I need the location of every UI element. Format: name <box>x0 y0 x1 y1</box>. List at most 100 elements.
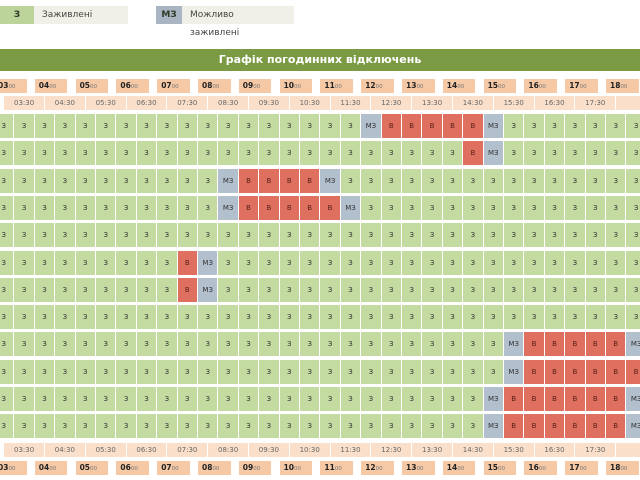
hour-tick: 1500 <box>483 79 517 93</box>
hour-tick: 0700 <box>157 461 190 475</box>
half-hour-tick: 14:30 <box>453 443 493 457</box>
schedule-cell-on: З <box>0 250 14 275</box>
hour-tick-label: 15 <box>487 81 499 90</box>
schedule-cell-on: З <box>361 387 381 411</box>
schedule-cell-on: З <box>259 114 279 138</box>
schedule-cell-on: З <box>96 195 116 220</box>
schedule-cell-on: З <box>565 114 585 138</box>
half-hour-tick: 16:30 <box>534 443 575 457</box>
schedule-cell-maybe: МЗ <box>483 387 503 411</box>
hour-tick-label: 09 <box>242 81 254 90</box>
schedule-cell-on: З <box>524 114 544 138</box>
legend-item-on: З Заживлені <box>0 6 128 24</box>
schedule-cell-on: З <box>544 168 565 193</box>
half-hour-tick: 04:30 <box>45 443 85 457</box>
schedule-cell-on: З <box>157 250 177 275</box>
hour-tick-minutes: 00 <box>457 84 465 90</box>
hour-tick: 0600 <box>116 461 150 475</box>
schedule-cell-maybe: МЗ <box>198 250 218 275</box>
hour-tick: 1200 <box>361 461 394 475</box>
hour-tick: 0300 <box>0 79 27 93</box>
schedule-cell-on: З <box>585 223 605 248</box>
half-hour-tick: 17:30 <box>575 443 616 457</box>
schedule-cell-on: З <box>259 277 279 302</box>
hour-tick-minutes: 00 <box>294 84 302 90</box>
schedule-cell-on: З <box>524 195 544 220</box>
schedule-cell-off: В <box>565 332 585 357</box>
schedule-cell-on: З <box>157 141 177 166</box>
schedule-cell-on: З <box>34 141 55 166</box>
schedule-cell-on: З <box>55 141 75 166</box>
schedule-cell-on: З <box>402 359 422 384</box>
schedule-cell-on: З <box>300 223 320 248</box>
schedule-cell-on: З <box>442 414 463 439</box>
schedule-cell-on: З <box>0 168 14 193</box>
schedule-cell-on: З <box>340 168 361 193</box>
schedule-cell-on: З <box>606 223 626 248</box>
schedule-cell-on: З <box>300 250 320 275</box>
schedule-cell-on: З <box>422 332 442 357</box>
schedule-cell-on: З <box>259 250 279 275</box>
schedule-cell-off: В <box>606 414 626 439</box>
schedule-cell-on: З <box>34 359 55 384</box>
schedule-cell-on: З <box>340 359 361 384</box>
legend-swatch-maybe: МЗ <box>156 6 182 24</box>
schedule-cell-maybe: МЗ <box>198 277 218 302</box>
schedule-cell-on: З <box>361 195 381 220</box>
schedule-cell-on: З <box>136 387 157 411</box>
schedule-cell-on: З <box>442 141 463 166</box>
schedule-cell-on: З <box>218 414 238 439</box>
hour-tick-label: 10 <box>283 81 295 90</box>
legend-label-maybe: Можливо заживлені <box>182 6 294 38</box>
schedule-cell-on: З <box>402 332 422 357</box>
hour-tick: 0500 <box>75 79 109 93</box>
schedule-cell-off: В <box>238 168 259 193</box>
hour-tick-minutes: 00 <box>90 84 98 90</box>
schedule-cell-on: З <box>279 332 299 357</box>
schedule-cell-on: З <box>565 250 585 275</box>
schedule-cell-on: З <box>198 305 218 330</box>
schedule-cell-on: З <box>279 305 299 330</box>
schedule-cell-on: З <box>259 414 279 439</box>
schedule-cell-off: В <box>177 250 197 275</box>
half-hour-tick <box>616 443 640 457</box>
schedule-cell-on: З <box>544 305 565 330</box>
schedule-cell-on: З <box>75 250 95 275</box>
schedule-title: Графік погодинних відключень <box>0 49 640 71</box>
legend-label-on: Заживлені <box>34 6 128 24</box>
schedule-cell-off: В <box>606 387 626 411</box>
schedule-cell-on: З <box>381 414 401 439</box>
schedule-cell-on: З <box>463 359 483 384</box>
schedule-cell-on: З <box>606 305 626 330</box>
schedule-cell-off: В <box>279 168 299 193</box>
schedule-cell-off: В <box>544 387 565 411</box>
schedule-cell-off: В <box>300 195 320 220</box>
schedule-cell-on: З <box>157 359 177 384</box>
hour-tick-minutes: 00 <box>457 466 465 472</box>
schedule-cell-on: З <box>279 414 299 439</box>
schedule-cell-off: В <box>585 387 605 411</box>
schedule-cell-on: З <box>34 387 55 411</box>
schedule-cell-on: З <box>279 223 299 248</box>
schedule-cell-maybe: МЗ <box>483 414 503 439</box>
schedule-cell-off: В <box>524 332 544 357</box>
schedule-cell-on: З <box>116 250 136 275</box>
schedule-cell-maybe: МЗ <box>361 114 381 138</box>
schedule-cell-on: З <box>198 414 218 439</box>
hour-tick-label: 12 <box>365 463 376 472</box>
schedule-row: З З З З З З З З З З З З З З З З З З З З З З З З МЗ В В В В В В МЗ <box>0 414 640 439</box>
schedule-cell-on: З <box>626 305 640 330</box>
half-hour-tick: 06:30 <box>126 443 167 457</box>
hour-tick-minutes: 00 <box>334 84 342 90</box>
schedule-cell-on: З <box>340 114 361 138</box>
schedule-cell-on: З <box>381 387 401 411</box>
schedule-cell-on: З <box>402 141 422 166</box>
hour-tick-minutes: 00 <box>130 466 138 472</box>
schedule-cell-on: З <box>259 359 279 384</box>
half-hour-tick: 11:30 <box>330 96 371 110</box>
schedule-cell-maybe: МЗ <box>340 195 361 220</box>
half-hour-tick: 10:30 <box>289 96 330 110</box>
schedule-cell-on: З <box>381 332 401 357</box>
schedule-cell-on: З <box>300 305 320 330</box>
schedule-cell-on: З <box>320 359 340 384</box>
